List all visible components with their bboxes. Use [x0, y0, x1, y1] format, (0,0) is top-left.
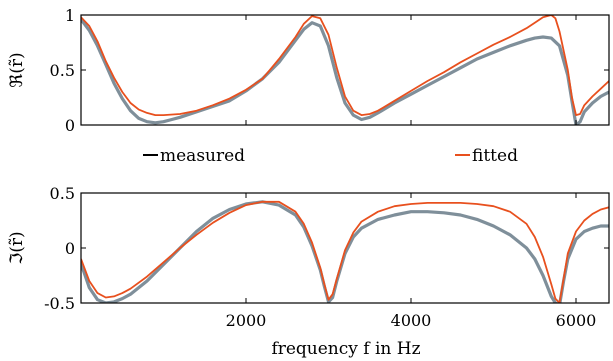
imag-fitted-series — [81, 200, 609, 303]
real-y-tick-label: 0 — [65, 116, 75, 135]
x-tick-label: 4000 — [391, 311, 432, 330]
real-part-panel: 0 0.5 1 ℜ(r̃) — [7, 6, 610, 135]
imag-y-axis-label: ℑ(r̃) — [7, 231, 27, 264]
real-fitted-series — [81, 15, 609, 116]
real-measured-series — [81, 18, 609, 125]
imaginary-part-panel: -0.5 0 0.5 2000 4000 6000 ℑ(r̃) — [7, 184, 610, 330]
x-tick-label: 2000 — [226, 311, 267, 330]
real-y-tick-label: 1 — [65, 6, 75, 25]
imag-measured-series — [81, 200, 609, 303]
legend-fitted-label: fitted — [472, 146, 518, 166]
real-plot-frame — [80, 14, 610, 126]
x-axis-label: frequency f in Hz — [271, 339, 420, 359]
imag-plot-frame — [80, 192, 610, 304]
real-y-tick-label: 0.5 — [50, 61, 75, 80]
x-tick-label: 6000 — [556, 311, 597, 330]
legend: measured fitted — [143, 146, 518, 166]
imag-y-tick-label: 0 — [65, 239, 75, 258]
legend-measured-label: measured — [160, 146, 245, 166]
real-y-axis-label: ℜ(r̃) — [7, 52, 27, 87]
imag-y-tick-label: -0.5 — [44, 294, 75, 313]
imag-y-tick-label: 0.5 — [50, 184, 75, 203]
